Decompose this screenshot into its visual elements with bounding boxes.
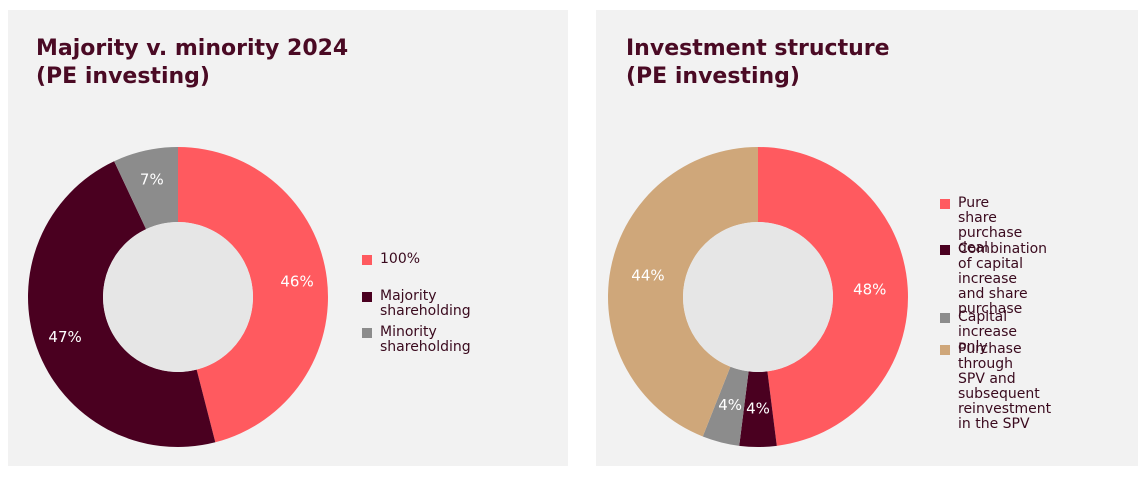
legend-item: 100% — [362, 252, 420, 267]
legend-swatch — [362, 292, 372, 302]
legend-swatch — [362, 255, 372, 265]
legend-item: Minority shareholding — [362, 325, 471, 355]
chart-title: Majority v. minority 2024 (PE investing) — [36, 36, 349, 89]
legend-label: Minority shareholding — [380, 324, 471, 355]
value-label: 46% — [280, 272, 313, 290]
donut-hole — [683, 222, 833, 372]
donut-slice — [178, 147, 328, 443]
legend-item: Combination of capital increase and shar… — [940, 242, 1047, 317]
legend-item: Purchase through SPV and subsequent rein… — [940, 342, 1051, 432]
legend-swatch — [362, 328, 372, 338]
donut-slice — [114, 147, 178, 230]
value-label: 7% — [140, 170, 164, 188]
legend-swatch — [940, 345, 950, 355]
legend-label: Combination of capital increase and shar… — [958, 241, 1048, 317]
legend-item: Pure share purchase deal — [940, 196, 1022, 256]
legend-label: 100% — [380, 251, 421, 267]
value-label: 4% — [718, 396, 742, 414]
value-label: 44% — [631, 267, 664, 285]
legend-swatch — [940, 245, 950, 255]
legend-label: Pure share purchase deal — [958, 195, 1023, 256]
legend-label: Purchase through SPV and subsequent rein… — [958, 341, 1052, 432]
donut-slice — [608, 147, 758, 437]
legend-swatch — [940, 199, 950, 209]
legend-item: Capital increase only — [940, 310, 1017, 355]
donut-slice — [27, 161, 216, 447]
donut-slice — [739, 371, 777, 447]
legend-swatch — [940, 313, 950, 323]
donut-hole — [103, 222, 253, 372]
value-label: 48% — [853, 280, 886, 298]
legend-label: Majority shareholding — [380, 288, 471, 319]
value-label: 47% — [48, 328, 81, 346]
value-label: 4% — [746, 400, 770, 418]
legend-label: Capital increase only — [958, 309, 1018, 355]
legend-item: Majority shareholding — [362, 289, 471, 319]
donut-slice — [702, 366, 749, 446]
donut-slice — [758, 147, 909, 446]
chart-title: Investment structure (PE investing) — [626, 36, 890, 89]
